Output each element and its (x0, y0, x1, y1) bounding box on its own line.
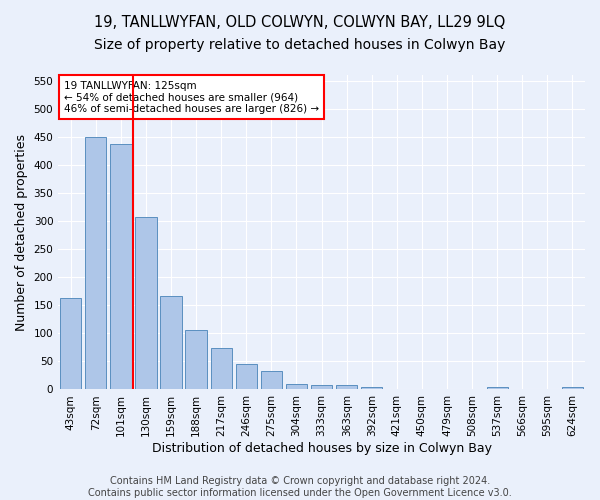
Bar (261, 371, 282, 390)
X-axis label: Distribution of detached houses by size in Colwyn Bay: Distribution of detached houses by size … (152, 442, 491, 455)
Bar (487, 387, 508, 390)
Bar (562, 386, 583, 390)
Bar (60, 298, 82, 390)
Bar (85, 137, 106, 390)
Text: 19, TANLLWYFAN, OLD COLWYN, COLWYN BAY, LL29 9LQ: 19, TANLLWYFAN, OLD COLWYN, COLWYN BAY, … (94, 15, 506, 30)
Text: Contains HM Land Registry data © Crown copyright and database right 2024.
Contai: Contains HM Land Registry data © Crown c… (88, 476, 512, 498)
Bar (286, 384, 307, 390)
Bar (211, 348, 232, 390)
Bar (361, 386, 382, 390)
Bar (236, 364, 257, 390)
Y-axis label: Number of detached properties: Number of detached properties (15, 134, 28, 330)
Bar (160, 296, 182, 390)
Text: Size of property relative to detached houses in Colwyn Bay: Size of property relative to detached ho… (94, 38, 506, 52)
Bar (136, 217, 157, 390)
Bar (110, 144, 131, 390)
Bar (311, 385, 332, 390)
Text: 19 TANLLWYFAN: 125sqm
← 54% of detached houses are smaller (964)
46% of semi-det: 19 TANLLWYFAN: 125sqm ← 54% of detached … (64, 80, 319, 114)
Bar (185, 330, 207, 390)
Bar (336, 385, 358, 390)
